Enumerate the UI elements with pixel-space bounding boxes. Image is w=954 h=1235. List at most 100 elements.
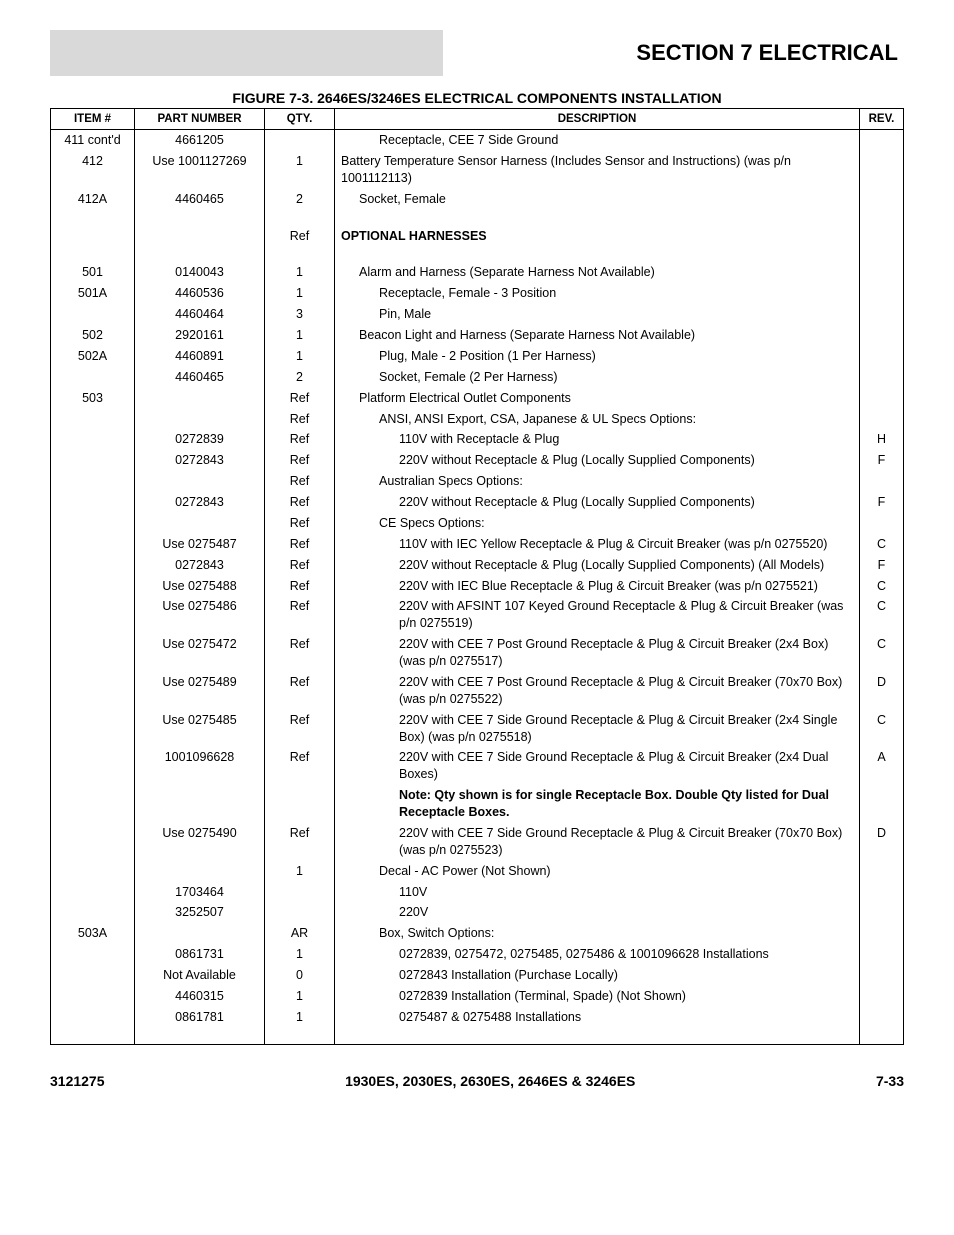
table-header-row: ITEM # PART NUMBER QTY. DESCRIPTION REV. <box>51 109 904 130</box>
cell-item <box>51 596 135 634</box>
table-row: 503RefPlatform Electrical Outlet Compone… <box>51 388 904 409</box>
cell-rev <box>860 226 904 247</box>
cell-rev <box>860 367 904 388</box>
cell-desc: Box, Switch Options: <box>335 923 860 944</box>
cell-rev: A <box>860 747 904 785</box>
cell-qty: Ref <box>265 576 335 597</box>
cell-item <box>51 429 135 450</box>
cell-qty: 1 <box>265 1007 335 1044</box>
cell-item: 503A <box>51 923 135 944</box>
cell-part: Use 0275472 <box>135 634 265 672</box>
cell-part: Use 0275485 <box>135 710 265 748</box>
table-row: 44604643Pin, Male <box>51 304 904 325</box>
cell-desc: 0275487 & 0275488 Installations <box>335 1007 860 1044</box>
cell-part: 4661205 <box>135 130 265 151</box>
cell-qty: Ref <box>265 823 335 861</box>
table-row: Use 0275472Ref220V with CEE 7 Post Groun… <box>51 634 904 672</box>
cell-part: 0140043 <box>135 262 265 283</box>
cell-qty: 1 <box>265 283 335 304</box>
cell-desc: Receptacle, CEE 7 Side Ground <box>335 130 860 151</box>
cell-rev <box>860 262 904 283</box>
cell-desc: Platform Electrical Outlet Components <box>335 388 860 409</box>
table-row: Use 0275487Ref110V with IEC Yellow Recep… <box>51 534 904 555</box>
table-row: 1703464110V <box>51 882 904 903</box>
footer: 3121275 1930ES, 2030ES, 2630ES, 2646ES &… <box>50 1073 904 1089</box>
cell-part: 0272843 <box>135 555 265 576</box>
cell-item <box>51 965 135 986</box>
table-body: 411 cont'd4661205Receptacle, CEE 7 Side … <box>51 130 904 1045</box>
cell-item <box>51 861 135 882</box>
table-row: Use 0275488Ref220V with IEC Blue Recepta… <box>51 576 904 597</box>
cell-qty: 1 <box>265 986 335 1007</box>
cell-desc: Plug, Male - 2 Position (1 Per Harness) <box>335 346 860 367</box>
table-row: Use 0275485Ref220V with CEE 7 Side Groun… <box>51 710 904 748</box>
cell-item: 503 <box>51 388 135 409</box>
cell-rev <box>860 388 904 409</box>
cell-item <box>51 986 135 1007</box>
cell-qty: 1 <box>265 944 335 965</box>
cell-rev <box>860 325 904 346</box>
table-row: Note: Qty shown is for single Receptacle… <box>51 785 904 823</box>
table-row: RefOPTIONAL HARNESSES <box>51 226 904 247</box>
cell-part: 4460536 <box>135 283 265 304</box>
cell-rev <box>860 986 904 1007</box>
cell-desc: ANSI, ANSI Export, CSA, Japanese & UL Sp… <box>335 409 860 430</box>
cell-item <box>51 226 135 247</box>
cell-item <box>51 672 135 710</box>
cell-qty: Ref <box>265 672 335 710</box>
cell-desc: 0272839, 0275472, 0275485, 0275486 & 100… <box>335 944 860 965</box>
cell-part: 4460464 <box>135 304 265 325</box>
table-row: 50229201611Beacon Light and Harness (Sep… <box>51 325 904 346</box>
table-row: 503A ARBox, Switch Options: <box>51 923 904 944</box>
cell-item: 501 <box>51 262 135 283</box>
cell-desc: Beacon Light and Harness (Separate Harne… <box>335 325 860 346</box>
cell-desc: 220V with CEE 7 Post Ground Receptacle &… <box>335 634 860 672</box>
cell-item <box>51 471 135 492</box>
cell-item <box>51 823 135 861</box>
cell-rev <box>860 409 904 430</box>
cell-qty <box>265 130 335 151</box>
table-row: 412A44604652Socket, Female <box>51 189 904 210</box>
cell-qty: 2 <box>265 189 335 210</box>
cell-item <box>51 747 135 785</box>
cell-part: 0861731 <box>135 944 265 965</box>
cell-part <box>135 471 265 492</box>
cell-qty: Ref <box>265 534 335 555</box>
cell-qty: 2 <box>265 367 335 388</box>
cell-desc: 0272839 Installation (Terminal, Spade) (… <box>335 986 860 1007</box>
cell-item <box>51 555 135 576</box>
table-row: Use 0275489Ref220V with CEE 7 Post Groun… <box>51 672 904 710</box>
cell-part <box>135 409 265 430</box>
cell-desc: Australian Specs Options: <box>335 471 860 492</box>
table-row: 0272843Ref220V without Receptacle & Plug… <box>51 555 904 576</box>
cell-qty: AR <box>265 923 335 944</box>
table-row: 1Decal - AC Power (Not Shown) <box>51 861 904 882</box>
table-row: 1001096628Ref220V with CEE 7 Side Ground… <box>51 747 904 785</box>
cell-item <box>51 409 135 430</box>
footer-left: 3121275 <box>50 1073 105 1089</box>
cell-part: 0272843 <box>135 492 265 513</box>
cell-part: Not Available <box>135 965 265 986</box>
cell-desc: Receptacle, Female - 3 Position <box>335 283 860 304</box>
cell-item <box>51 304 135 325</box>
cell-part: 2920161 <box>135 325 265 346</box>
cell-qty <box>265 902 335 923</box>
table-row: 44604652Socket, Female (2 Per Harness) <box>51 367 904 388</box>
table-row: 086178110275487 & 0275488 Installations <box>51 1007 904 1044</box>
cell-qty: Ref <box>265 492 335 513</box>
header-gray-block <box>50 30 443 76</box>
table-row: 0272843Ref220V without Receptacle & Plug… <box>51 492 904 513</box>
table-row: 411 cont'd4661205Receptacle, CEE 7 Side … <box>51 130 904 151</box>
col-desc-header: DESCRIPTION <box>335 109 860 130</box>
cell-rev <box>860 923 904 944</box>
cell-qty: Ref <box>265 555 335 576</box>
cell-qty: Ref <box>265 513 335 534</box>
cell-desc: 0272843 Installation (Purchase Locally) <box>335 965 860 986</box>
cell-qty: 1 <box>265 861 335 882</box>
cell-rev: C <box>860 634 904 672</box>
cell-item: 412 <box>51 151 135 189</box>
page: SECTION 7 ELECTRICAL FIGURE 7-3. 2646ES/… <box>0 0 954 1109</box>
cell-qty: Ref <box>265 226 335 247</box>
cell-rev: F <box>860 492 904 513</box>
cell-part <box>135 388 265 409</box>
